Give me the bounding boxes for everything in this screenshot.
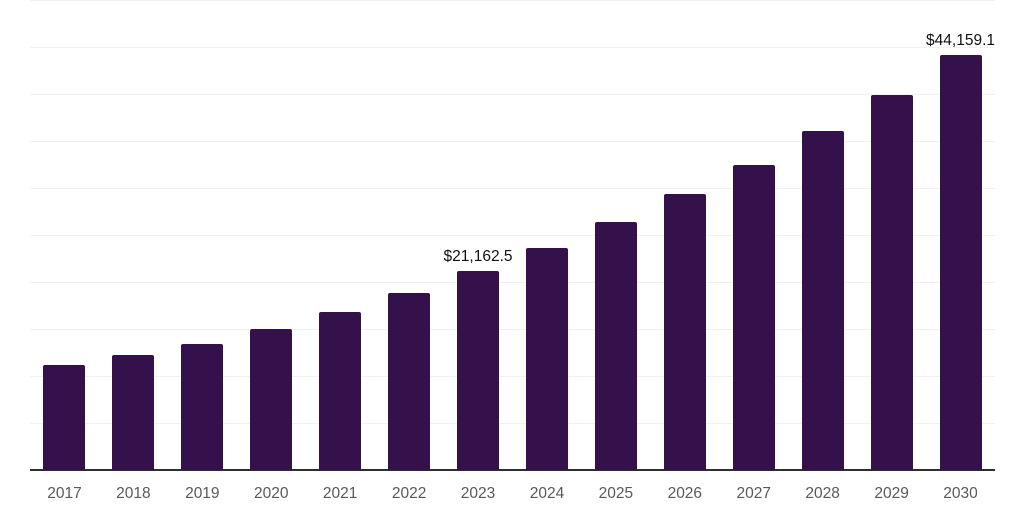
bar-2029 bbox=[870, 94, 913, 470]
gridline bbox=[30, 423, 995, 424]
x-tick-label-2026: 2026 bbox=[667, 485, 703, 502]
x-tick-label-2023: 2023 bbox=[460, 485, 496, 502]
x-axis-tick-labels: 2017 2018 2019 2020 2021 2022 2023 2024 2025 2026… bbox=[30, 471, 995, 511]
gridline bbox=[30, 329, 995, 330]
gridline bbox=[30, 376, 995, 377]
x-tick-label-2018: 2018 bbox=[116, 485, 151, 502]
bar-2028 bbox=[801, 131, 844, 470]
bar-2027 bbox=[732, 164, 775, 470]
bar-2024 bbox=[525, 247, 568, 470]
x-tick-label-2029: 2029 bbox=[874, 485, 909, 502]
x-tick-label-2017: 2017 bbox=[47, 485, 82, 502]
x-tick-label-2030: 2030 bbox=[943, 485, 978, 502]
bar-value-label-2023: $21,162.5 bbox=[443, 248, 513, 266]
x-tick-label-2024: 2024 bbox=[529, 485, 565, 502]
bar-2025 bbox=[594, 221, 637, 470]
bar-2020 bbox=[250, 329, 293, 470]
plot-area: $21,162.5 $44,159.1 bbox=[30, 0, 996, 471]
bar-2030 bbox=[939, 54, 982, 470]
bar-value-label-2030: $44,159.1 bbox=[926, 31, 996, 49]
bar-2017 bbox=[43, 365, 86, 470]
x-tick-label-2021: 2021 bbox=[322, 485, 358, 502]
bar-2022 bbox=[388, 293, 431, 470]
x-tick-label-2019: 2019 bbox=[185, 485, 220, 502]
bar-2023 bbox=[457, 271, 500, 470]
gridline bbox=[30, 47, 995, 48]
bar-2026 bbox=[663, 194, 706, 470]
x-axis-line bbox=[30, 469, 995, 471]
bar-2018 bbox=[112, 354, 155, 470]
gridline bbox=[30, 235, 995, 236]
bar-2019 bbox=[181, 344, 224, 470]
x-tick-label-2028: 2028 bbox=[805, 485, 840, 502]
x-tick-label-2025: 2025 bbox=[598, 485, 634, 502]
x-tick-label-2027: 2027 bbox=[736, 485, 771, 502]
x-tick-label-2020: 2020 bbox=[254, 485, 289, 502]
x-tick-label-2022: 2022 bbox=[391, 485, 427, 502]
bar-2021 bbox=[319, 312, 362, 470]
gridline bbox=[30, 282, 995, 283]
gridline bbox=[30, 94, 995, 95]
gridline bbox=[30, 141, 995, 142]
gridline bbox=[30, 188, 995, 189]
gridline bbox=[30, 0, 995, 1]
